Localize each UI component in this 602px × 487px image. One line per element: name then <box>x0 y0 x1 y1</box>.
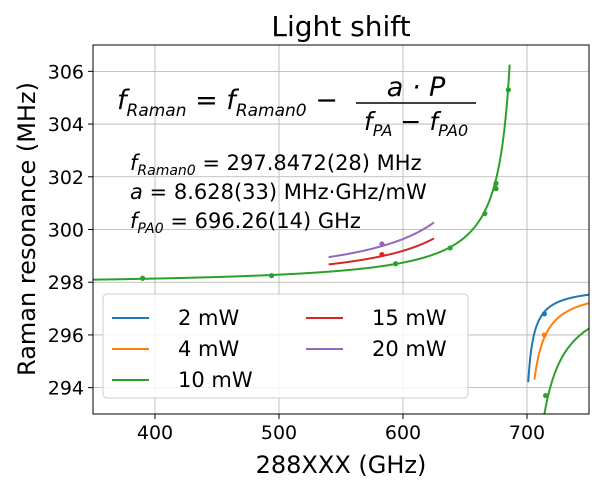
chart-title: Light shift <box>271 10 410 43</box>
y-tick-label: 296 <box>48 325 84 347</box>
data-point-10mw <box>140 275 146 281</box>
x-tick-label: 700 <box>509 422 545 444</box>
x-tick-label: 400 <box>137 422 173 444</box>
data-point-10mw <box>447 245 453 251</box>
data-point-10mw <box>505 87 511 93</box>
legend-label-4mw: 4 mW <box>178 337 239 361</box>
data-point-20mw <box>379 241 385 247</box>
formula-lhs: fRaman = fRaman0 − <box>117 85 338 121</box>
legend-label-15mw: 15 mW <box>372 306 447 330</box>
y-tick-label: 304 <box>48 114 84 136</box>
x-axis-label: 288XXX (GHz) <box>256 451 427 479</box>
y-tick-label: 298 <box>48 272 84 294</box>
grid-lines <box>93 45 589 414</box>
param-f-pa0: fPA0 = 696.26(14) GHz <box>130 209 361 237</box>
x-axis-ticks: 400 500 600 700 <box>137 414 545 444</box>
legend-label-2mw: 2 mW <box>178 306 239 330</box>
fit-curve-4mw <box>533 302 589 380</box>
param-f-raman0: fRaman0 = 297.8472(28) MHz <box>130 151 422 179</box>
data-point-2mw <box>541 311 547 317</box>
fit-curve-2mw <box>527 293 589 383</box>
data-point-10mw <box>268 273 275 279</box>
y-axis-ticks: 294 296 298 300 302 304 306 <box>48 61 93 400</box>
fit-parameters: fRaman0 = 297.8472(28) MHz a = 8.628(33)… <box>130 151 427 237</box>
y-tick-label: 306 <box>48 61 84 83</box>
data-points <box>140 87 549 399</box>
y-tick-label: 300 <box>48 220 84 242</box>
data-point-15mw <box>379 251 385 258</box>
y-tick-label: 294 <box>48 378 84 400</box>
data-point-10mw <box>392 261 399 267</box>
fit-curve-10mw <box>543 327 589 414</box>
data-point-10mw <box>493 186 499 192</box>
data-point-4mw <box>541 332 547 338</box>
x-tick-label: 500 <box>261 422 297 444</box>
data-point-10mw <box>482 211 488 217</box>
param-a: a = 8.628(33) MHz·GHz/mW <box>130 180 427 204</box>
data-point-10mw <box>543 392 549 399</box>
fit-curves <box>93 64 589 414</box>
y-tick-label: 302 <box>48 167 84 189</box>
y-axis-label: Raman resonance (MHz) <box>13 82 41 376</box>
data-point-10mw <box>493 180 499 186</box>
formula-annotation: fRaman = fRaman0 − a · P fPA − fPA0 <box>117 72 476 140</box>
legend-label-20mw: 20 mW <box>372 337 447 361</box>
x-tick-label: 600 <box>385 422 421 444</box>
fit-curve-10mw <box>93 64 511 281</box>
formula-numerator: a · P <box>387 72 446 103</box>
legend: 2 mW 4 mW 10 mW 15 mW 20 mW <box>102 293 469 399</box>
legend-label-10mw: 10 mW <box>178 368 253 392</box>
legend-box <box>102 293 469 399</box>
